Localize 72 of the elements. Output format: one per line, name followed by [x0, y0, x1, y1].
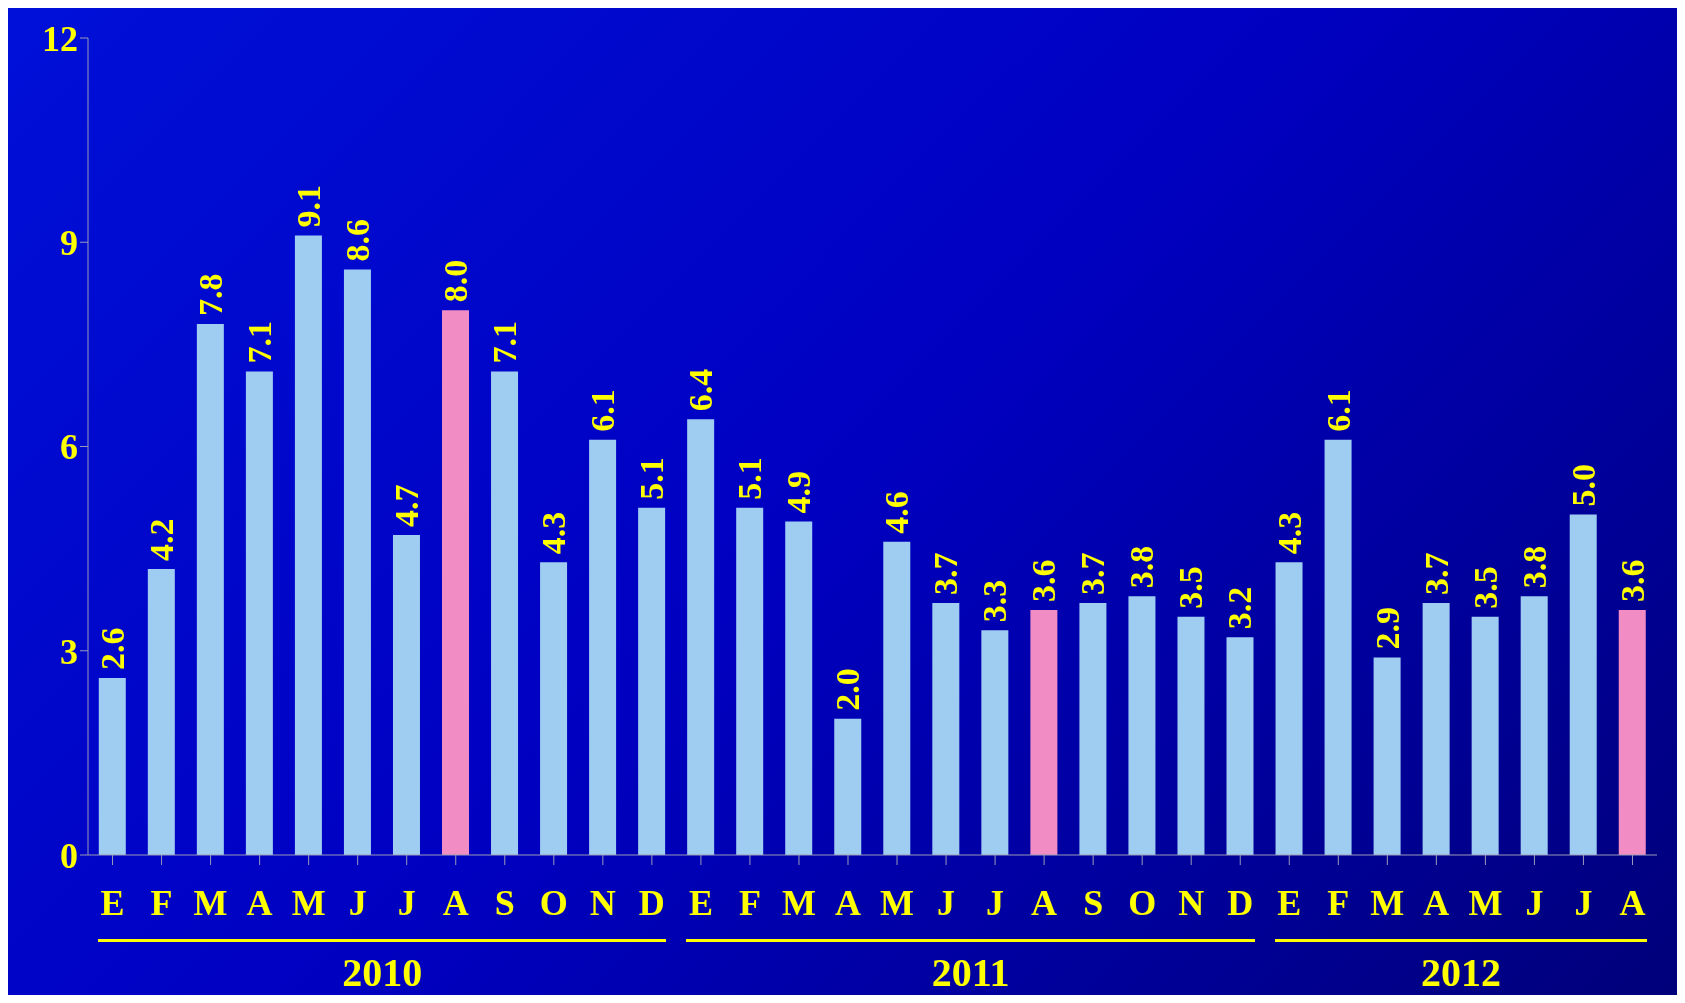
x-tick-label: M	[880, 882, 915, 923]
x-tick-label: E	[1277, 882, 1302, 923]
data-label: 5.0	[1564, 464, 1602, 507]
x-tick-label: J	[348, 882, 367, 923]
text: 2010	[341, 949, 424, 996]
data-label: 5.1	[731, 457, 769, 500]
data-label: 4.6	[878, 491, 916, 534]
x-tick-label: J	[937, 882, 956, 923]
x-tick-label: E	[688, 882, 713, 923]
data-label: 6.1	[1319, 389, 1357, 432]
data-label: 3.5	[1172, 566, 1210, 609]
x-tick-label: N	[1178, 882, 1205, 923]
x-tick-label: M	[781, 882, 816, 923]
data-label: 7.8	[191, 273, 229, 316]
data-label: 4.7	[387, 484, 425, 528]
x-tick-label: O	[539, 882, 568, 923]
x-tick-label: A	[1031, 882, 1058, 923]
x-tick-label: M	[291, 882, 326, 923]
x-tick-label: S	[1083, 882, 1104, 923]
y-tick-label: 3	[60, 631, 78, 672]
data-label: 4.3	[1270, 511, 1308, 555]
text: 2011	[930, 949, 1011, 996]
data-label: 8.0	[437, 259, 475, 303]
text: 2012	[1419, 949, 1502, 996]
data-label: 3.8	[1515, 545, 1553, 589]
data-label: 7.1	[240, 321, 278, 364]
y-tick-label: 0	[60, 835, 78, 876]
data-label: 2.9	[1368, 607, 1406, 650]
data-label: 4.3	[535, 511, 573, 555]
x-tick-label: M	[1468, 882, 1503, 923]
x-tick-label: J	[1574, 882, 1593, 923]
x-tick-label: A	[1619, 882, 1646, 923]
x-tick-label: E	[100, 882, 125, 923]
x-tick-label: F	[738, 882, 761, 923]
y-tick-label: 9	[60, 223, 78, 264]
x-tick-label: J	[986, 882, 1005, 923]
data-label: 3.7	[1074, 552, 1112, 596]
data-label: 3.8	[1123, 545, 1161, 589]
x-tick-label: O	[1128, 882, 1157, 923]
data-label: 5.1	[633, 457, 671, 500]
data-label: 6.4	[682, 368, 720, 412]
x-tick-label: A	[1423, 882, 1450, 923]
data-label: 3.3	[976, 579, 1014, 623]
x-tick-label: N	[589, 882, 616, 923]
data-label: 3.6	[1025, 559, 1063, 602]
data-label: 7.1	[486, 321, 524, 364]
y-tick-label: 12	[42, 18, 78, 59]
data-label: 9.1	[289, 184, 327, 228]
data-label: 8.6	[338, 218, 376, 262]
x-tick-label: A	[834, 882, 861, 923]
data-label: 4.2	[142, 518, 180, 562]
data-label: 3.7	[1417, 552, 1455, 596]
data-label: 2.6	[93, 627, 131, 670]
x-tick-label: J	[397, 882, 416, 923]
data-label: 6.1	[584, 389, 622, 432]
x-tick-label: M	[1370, 882, 1405, 923]
data-label: 2.0	[829, 668, 867, 711]
data-label: 3.6	[1613, 559, 1651, 602]
x-tick-label: S	[494, 882, 515, 923]
x-tick-label: D	[1227, 882, 1254, 923]
y-tick-label: 6	[60, 427, 78, 468]
x-tick-label: F	[150, 882, 173, 923]
x-tick-label: A	[246, 882, 273, 923]
data-label: 3.7	[927, 552, 965, 596]
x-tick-label: A	[442, 882, 469, 923]
data-label: 3.2	[1221, 586, 1259, 630]
x-tick-label: F	[1327, 882, 1350, 923]
data-label: 3.5	[1466, 566, 1504, 609]
x-tick-label: J	[1525, 882, 1544, 923]
x-tick-label: M	[193, 882, 228, 923]
data-label: 4.9	[780, 470, 818, 514]
x-tick-label: D	[638, 882, 665, 923]
